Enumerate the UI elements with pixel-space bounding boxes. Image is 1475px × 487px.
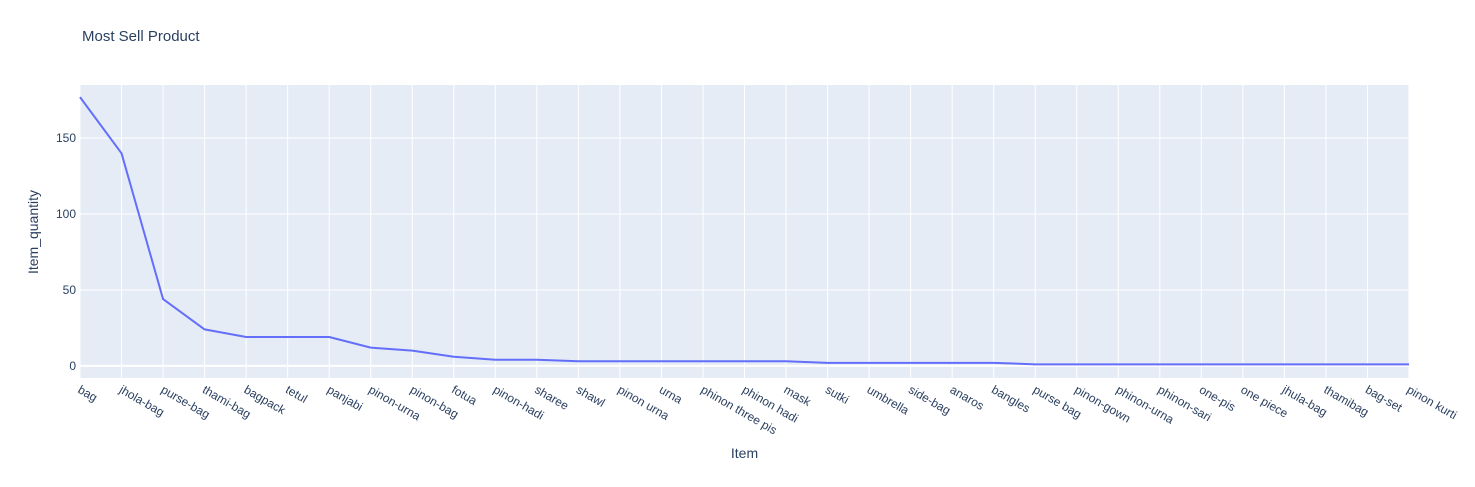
series-line-0 bbox=[79, 96, 1409, 366]
x-tick-label: sutki bbox=[823, 382, 851, 406]
x-tick-label: thamibag bbox=[1321, 382, 1371, 419]
x-tick-label: tetul bbox=[283, 382, 310, 405]
x-tick-label: jhola-bag bbox=[116, 382, 167, 419]
x-tick-label: bag bbox=[76, 382, 100, 404]
x-axis-title: Item bbox=[731, 445, 758, 461]
x-tick-label: panjabi bbox=[325, 382, 366, 413]
y-tick-label: 0 bbox=[69, 359, 76, 373]
x-tick-label: anaros bbox=[948, 382, 987, 412]
x-axis-ticks: bag jhola-bagpurse-bagthami-bagbagpacktet… bbox=[76, 382, 1460, 437]
x-tick-label: bangles bbox=[989, 382, 1032, 415]
gridlines bbox=[79, 85, 1410, 378]
y-axis-title: Item_quantity bbox=[25, 190, 41, 274]
x-tick-label: side-bag bbox=[906, 382, 953, 417]
chart-title: Most Sell Product bbox=[82, 28, 200, 45]
x-tick-label: urna bbox=[657, 382, 685, 406]
y-tick-label: 50 bbox=[63, 283, 77, 297]
x-tick-label: pinon kurti bbox=[1405, 382, 1460, 422]
y-axis-ticks: 0 50 100 150 bbox=[56, 131, 76, 373]
x-tick-label: umbrella bbox=[865, 382, 912, 417]
y-tick-label: 150 bbox=[56, 131, 76, 145]
series-lines bbox=[79, 96, 1409, 366]
y-tick-label: 100 bbox=[56, 207, 76, 221]
x-tick-label: shawl bbox=[574, 382, 608, 409]
